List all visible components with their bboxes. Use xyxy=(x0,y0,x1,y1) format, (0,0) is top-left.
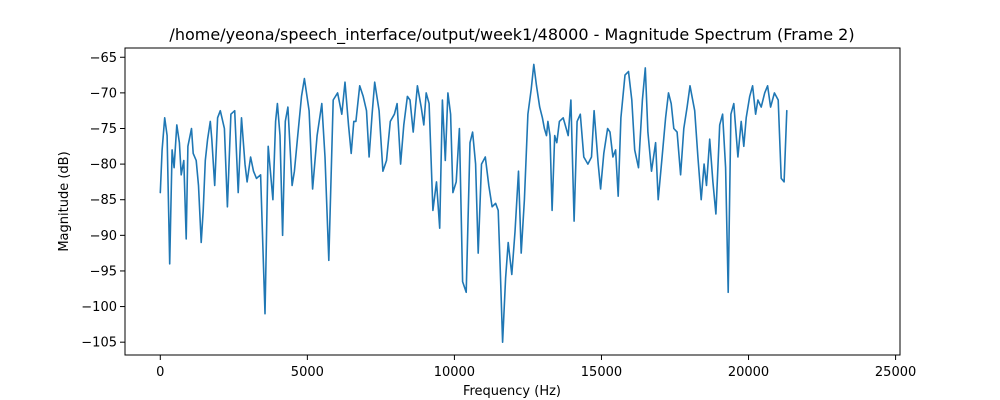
plot-area xyxy=(159,63,788,344)
x-tick-label: 0 xyxy=(156,365,164,380)
y-tick-label: −75 xyxy=(90,122,117,137)
y-axis: −65 −70 −75 −80 −85 −90 −95 −100 −105 xyxy=(81,51,125,351)
x-tick-label: 25000 xyxy=(875,365,916,380)
x-axis: 0 5000 10000 15000 20000 25000 xyxy=(156,355,916,380)
y-axis-label: Magnitude (dB) xyxy=(57,151,72,251)
x-tick-label: 5000 xyxy=(291,365,324,380)
y-tick-label: −80 xyxy=(90,158,117,173)
x-tick-label: 15000 xyxy=(581,365,622,380)
y-tick-label: −85 xyxy=(90,193,117,208)
y-tick-label: −95 xyxy=(90,264,117,279)
y-tick-label: −70 xyxy=(90,86,117,101)
x-axis-label: Frequency (Hz) xyxy=(463,384,561,399)
y-tick-label: −105 xyxy=(81,336,117,351)
y-tick-label: −90 xyxy=(90,229,117,244)
chart-title: /home/yeona/speech_interface/output/week… xyxy=(169,25,854,45)
x-tick-label: 10000 xyxy=(434,365,475,380)
series-line xyxy=(159,63,788,344)
y-tick-label: −65 xyxy=(90,51,117,66)
plot-frame xyxy=(124,47,901,356)
x-tick-label: 20000 xyxy=(728,365,769,380)
y-tick-label: −100 xyxy=(81,300,117,315)
